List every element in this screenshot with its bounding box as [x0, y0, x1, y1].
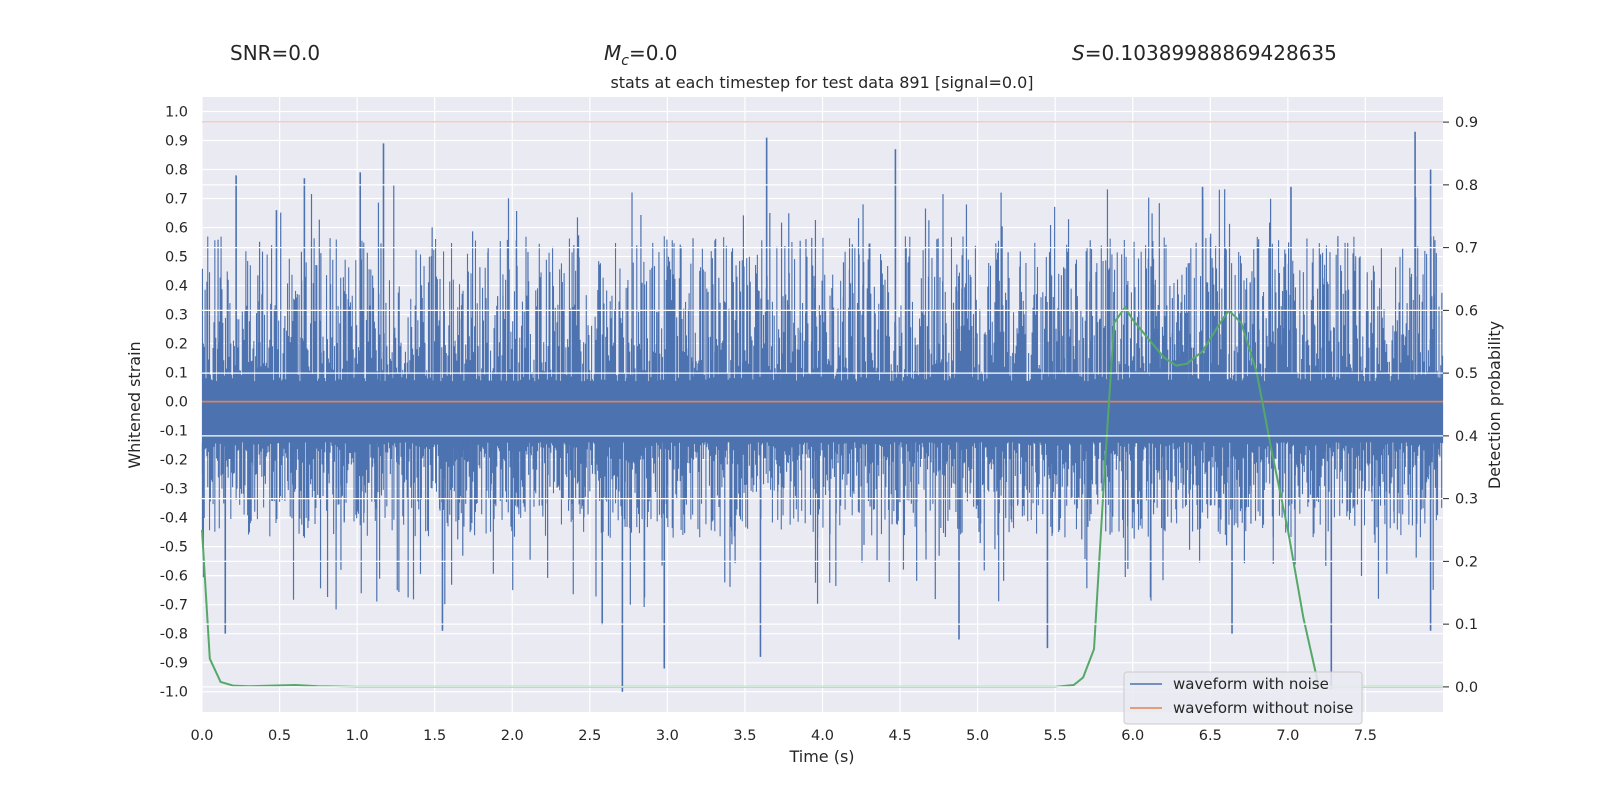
y-tick-label: 0.7	[165, 192, 188, 208]
x-tick-label: 2.5	[578, 728, 601, 744]
y-tick-label: -0.8	[160, 627, 188, 643]
y-tick-label: 0.6	[165, 221, 188, 237]
chirp-mass-label: Mc=0.0	[604, 41, 678, 69]
strain-spikes	[201, 131, 1444, 692]
x-tick-label: 5.5	[1044, 728, 1067, 744]
y-tick-label: 0.4	[165, 279, 188, 295]
y2-tick-label: 0.7	[1455, 241, 1478, 257]
x-tick-label: 0.5	[268, 728, 291, 744]
y-tick-label: 0.9	[165, 134, 188, 150]
legend-label-noisy: waveform with noise	[1173, 675, 1329, 693]
y-tick-label: -0.6	[160, 569, 188, 585]
x-tick-label: 4.5	[889, 728, 912, 744]
chart-title: stats at each timestep for test data 891…	[610, 73, 1033, 92]
x-tick-label: 6.5	[1199, 728, 1222, 744]
y-tick-label: 0.2	[165, 337, 188, 353]
y-tick-label: -0.5	[160, 540, 188, 556]
x-axis-label: Time (s)	[788, 747, 854, 766]
y2-tick-label: 0.5	[1455, 366, 1478, 382]
y2-tick-label: 0.8	[1455, 178, 1478, 194]
y-tick-label: 0.5	[165, 250, 188, 266]
y-tick-label: 0.0	[165, 395, 188, 411]
y-tick-label: -0.3	[160, 482, 188, 498]
y2-tick-label: 0.2	[1455, 554, 1478, 570]
x-tick-label: 0.0	[190, 728, 213, 744]
x-tick-label: 7.5	[1354, 728, 1377, 744]
legend-box	[1123, 671, 1363, 725]
y2-axis-label: Detection probability	[1485, 321, 1504, 489]
x-tick-label: 7.0	[1276, 728, 1299, 744]
y-tick-label: -1.0	[160, 685, 188, 701]
y-tick-label: -0.7	[160, 598, 188, 614]
s-statistic-label: S=0.10389988869428635	[1072, 41, 1337, 65]
y2-tick-label: 0.0	[1455, 680, 1478, 696]
x-tick-label: 3.0	[656, 728, 679, 744]
x-tick-label: 3.5	[733, 728, 756, 744]
snr-label: SNR=0.0	[230, 41, 320, 65]
y-tick-label: -0.1	[160, 424, 188, 440]
y-tick-label: -0.9	[160, 656, 188, 672]
y2-tick-label: 0.3	[1455, 492, 1478, 508]
y-tick-label: 0.1	[165, 366, 188, 382]
y-axis-label: Whitened strain	[125, 341, 144, 468]
x-tick-label: 1.0	[346, 728, 369, 744]
y2-tick-label: 0.9	[1455, 115, 1478, 131]
y-tick-label: 0.8	[165, 163, 188, 179]
y2-tick-label: 0.6	[1455, 303, 1478, 319]
x-tick-label: 2.0	[501, 728, 524, 744]
y-tick-label: -0.4	[160, 511, 188, 527]
x-tick-label: 1.5	[423, 728, 446, 744]
x-tick-label: 6.0	[1121, 728, 1144, 744]
y2-axis-ticks: 0.9 0.8 0.7 0.6 0.5 0.4 0.3 0.2 0.1 0.0	[1443, 115, 1478, 696]
legend: waveform with noise waveform without noi…	[1123, 671, 1363, 725]
y-tick-label: 0.3	[165, 308, 188, 324]
x-axis-ticks: 0.0 0.5 1.0 1.5 2.0 2.5 3.0 3.5 4.0 4.5 5.0 5.5 6.0 6…	[190, 728, 1377, 744]
legend-label-clean: waveform without noise	[1173, 699, 1353, 717]
y-tick-label: -0.2	[160, 453, 188, 469]
x-tick-label: 4.0	[811, 728, 834, 744]
detection-probability-line	[201, 306, 1443, 688]
y-tick-label: 1.0	[165, 105, 188, 121]
y-axis-ticks: 1.0 0.9 0.8 0.7 0.6 0.5 0.4 0.3 0.2 0.1 0.0 -0.1 -0.…	[160, 105, 188, 701]
x-tick-label: 5.0	[966, 728, 989, 744]
y2-tick-label: 0.4	[1455, 429, 1478, 445]
y2-tick-label: 0.1	[1455, 617, 1478, 633]
